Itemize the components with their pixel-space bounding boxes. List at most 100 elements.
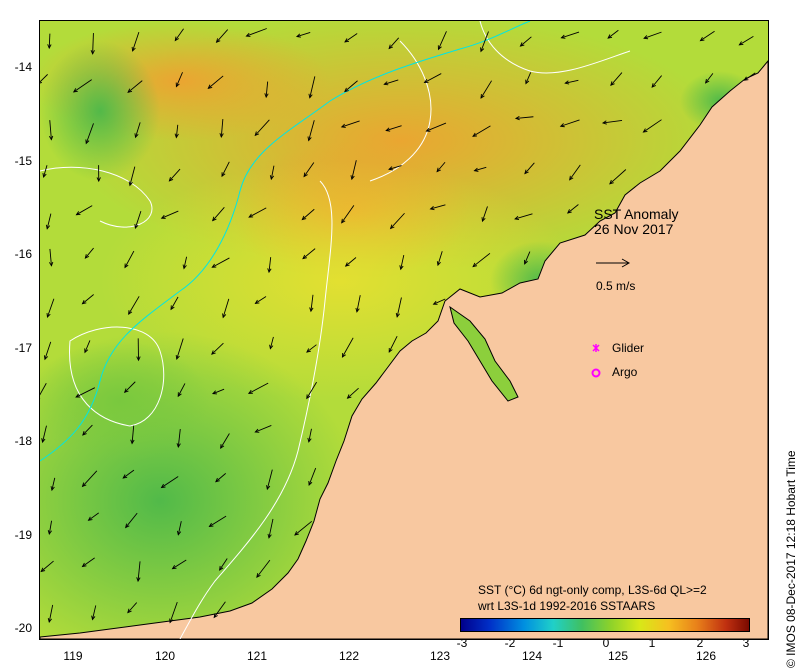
current-arrow (219, 558, 228, 571)
current-arrow (221, 161, 230, 177)
current-arrowhead (47, 530, 52, 536)
current-arrow (388, 165, 402, 170)
current-arrowhead (436, 261, 441, 267)
lat-tick: -15 (14, 154, 32, 168)
current-arrow (216, 29, 229, 43)
current-arrow (213, 601, 226, 618)
sst-map (40, 21, 768, 639)
current-arrow (40, 383, 47, 396)
current-arrowhead (49, 261, 54, 267)
current-arrowhead (254, 299, 260, 304)
current-arrow (212, 207, 225, 221)
current-arrowhead (437, 45, 442, 51)
current-arrowhead (160, 483, 166, 489)
current-arrow (306, 344, 317, 353)
contour (179, 180, 333, 639)
lon-tick: 120 (154, 649, 176, 663)
current-arrowhead (47, 44, 52, 50)
current-arrowhead (344, 87, 349, 93)
current-arrow (40, 74, 48, 83)
current-arrowhead (212, 216, 217, 222)
current-arrow (82, 424, 93, 436)
current-arrowhead (388, 44, 394, 50)
current-arrow (344, 80, 358, 92)
current-arrowhead (341, 352, 346, 358)
current-arrowhead (170, 305, 175, 311)
current-arrow (122, 469, 135, 479)
current-arrowhead (128, 181, 133, 187)
current-arrow (569, 164, 581, 181)
current-arrow (255, 425, 272, 433)
current-arrow (433, 298, 446, 305)
current-arrow (306, 381, 317, 399)
contour (369, 40, 432, 182)
current-arrow (739, 35, 754, 46)
current-arrowhead (472, 132, 478, 137)
current-arrow (177, 429, 181, 448)
current-arrowhead (514, 215, 520, 221)
current-arrowhead (47, 618, 52, 624)
current-arrowhead (269, 344, 274, 350)
current-arrow (266, 469, 273, 490)
current-arrow (705, 73, 714, 84)
current-arrow (744, 72, 756, 81)
current-arrow (248, 207, 267, 218)
current-arrowhead (50, 486, 55, 492)
current-arrow (436, 161, 446, 172)
current-arrowhead (72, 88, 78, 93)
current-arrowhead (436, 167, 441, 173)
current-arrow (524, 162, 535, 174)
current-arrow (472, 252, 491, 267)
current-arrow (643, 31, 662, 39)
current-arrowhead (301, 215, 307, 221)
lat-tick: -19 (14, 528, 32, 542)
current-arrowhead (123, 388, 129, 394)
current-arrowhead (651, 83, 656, 88)
current-arrowhead (222, 313, 227, 319)
current-arrow (390, 212, 405, 229)
current-arrowhead (564, 80, 570, 85)
current-arrowhead (176, 443, 181, 449)
current-arrow (82, 557, 95, 567)
current-arrow (128, 296, 140, 315)
colorbar (460, 618, 750, 632)
current-arrow (567, 204, 579, 214)
current-arrow (256, 559, 271, 578)
current-arrow (212, 257, 230, 268)
isobath (40, 21, 531, 462)
current-arrow (472, 125, 491, 137)
current-arrowhead (560, 34, 566, 39)
current-arrow (132, 31, 140, 52)
current-arrow (51, 477, 56, 491)
current-arrow (124, 381, 136, 393)
current-arrow (49, 248, 52, 266)
current-arrow (524, 251, 531, 265)
current-arrow (172, 559, 187, 570)
credit-text: © IMOS 08-Dec-2017 12:18 Hobart Time (784, 450, 798, 668)
current-arrowhead (84, 254, 90, 259)
current-arrow (208, 75, 224, 89)
current-arrowhead (295, 33, 301, 38)
current-arrow (137, 561, 141, 582)
current-arrow (438, 31, 447, 50)
current-arrowhead (220, 444, 225, 450)
current-arrow (212, 388, 225, 395)
current-arrow (40, 560, 54, 572)
land-mass (40, 60, 768, 639)
argo-marker (591, 368, 601, 378)
map-panel (39, 20, 769, 640)
current-arrow (129, 166, 136, 186)
current-arrowhead (81, 482, 87, 488)
current-arrowhead (127, 88, 133, 93)
lon-tick: 121 (246, 649, 268, 663)
current-arrowhead (90, 49, 95, 55)
current-arrowhead (46, 312, 51, 318)
lon-tick: 126 (695, 649, 717, 663)
current-arrow (609, 169, 627, 185)
current-arrow (268, 257, 272, 273)
current-arrow (341, 205, 355, 224)
current-arrowhead (91, 615, 96, 621)
current-arrowhead (40, 567, 46, 573)
current-arrow (310, 294, 314, 312)
current-arrow (342, 337, 354, 358)
